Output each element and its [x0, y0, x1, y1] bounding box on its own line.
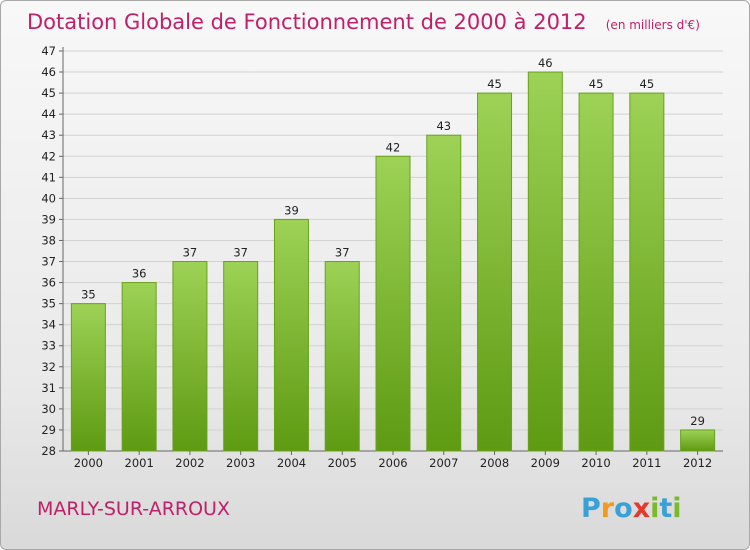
bar: [375, 155, 411, 452]
proxiti-logo: Proxiti: [581, 493, 682, 524]
chart-title: Dotation Globale de Fonctionnement de 20…: [27, 10, 587, 34]
y-tick-label: 28: [41, 444, 56, 458]
bar: [70, 303, 106, 452]
bar-value-label: 45: [487, 77, 502, 91]
bar-value-label: 42: [386, 140, 401, 154]
y-tick-label: 38: [41, 233, 56, 247]
y-tick-label: 40: [41, 191, 56, 205]
chart-unit: (en milliers d'€): [606, 18, 700, 32]
y-tick-label: 30: [41, 402, 56, 416]
bar-value-label: 37: [233, 246, 248, 260]
logo-letter: P: [581, 493, 601, 524]
x-tick-label: 2004: [277, 456, 306, 470]
chart-title-wrapper: Dotation Globale de Fonctionnement de 20…: [27, 10, 700, 34]
y-tick-label: 33: [41, 339, 56, 353]
bar: [121, 282, 157, 452]
y-tick-label: 36: [41, 276, 56, 290]
bar-value-label: 37: [335, 246, 350, 260]
x-tick-label: 2011: [632, 456, 661, 470]
bar-value-label: 37: [183, 246, 198, 260]
logo-letter: i: [672, 493, 681, 524]
bar-value-label: 45: [589, 77, 604, 91]
plot-area: 28 29 30 31 32 33 34 35 36 37 38 39 40 41 42 43 44 45 46 47…: [41, 44, 723, 470]
bar: [477, 92, 513, 452]
logo-letter: r: [601, 493, 615, 524]
x-tick-label: 2001: [125, 456, 154, 470]
y-tick-label: 46: [41, 65, 56, 79]
y-tick-label: 39: [41, 212, 56, 226]
x-tick-label: 2002: [175, 456, 204, 470]
bar: [629, 92, 665, 452]
bar: [223, 261, 259, 452]
logo-letter: o: [614, 493, 633, 524]
bar-value-label: 36: [132, 267, 147, 281]
logo-letter: i: [650, 493, 659, 524]
y-tick-label: 35: [41, 297, 56, 311]
x-tick-label: 2006: [378, 456, 407, 470]
x-tick-label: 2008: [480, 456, 509, 470]
bar-value-label: 43: [436, 119, 451, 133]
y-tick-label: 34: [41, 318, 56, 332]
y-tick-label: 45: [41, 86, 56, 100]
bar: [527, 71, 563, 452]
y-tick-label: 43: [41, 128, 56, 142]
y-tick-label: 41: [41, 170, 56, 184]
logo-letter: x: [633, 493, 650, 524]
bar-value-label: 35: [81, 288, 96, 302]
y-tick-label: 29: [41, 423, 56, 437]
x-tick-label: 2012: [683, 456, 712, 470]
bar: [680, 429, 716, 452]
y-tick-label: 42: [41, 149, 56, 163]
y-tick-label: 31: [41, 381, 56, 395]
bar: [324, 261, 360, 452]
y-tick-label: 44: [41, 107, 56, 121]
x-tick-label: 2005: [328, 456, 357, 470]
x-tick-label: 2000: [74, 456, 103, 470]
logo-letter: t: [659, 493, 672, 524]
bar-value-label: 29: [690, 414, 705, 428]
x-tick-label: 2010: [581, 456, 610, 470]
bar: [172, 261, 208, 452]
x-tick-label: 2009: [531, 456, 560, 470]
x-tick-label: 2007: [429, 456, 458, 470]
commune-name: MARLY-SUR-ARROUX: [37, 498, 230, 520]
y-tick-label: 47: [41, 44, 56, 58]
bar-value-label: 46: [538, 56, 553, 70]
x-tick-label: 2003: [226, 456, 255, 470]
bar: [426, 134, 462, 452]
bar-value-label: 39: [284, 203, 299, 217]
bar: [273, 218, 309, 452]
bar: [578, 92, 614, 452]
bar-value-label: 45: [640, 77, 655, 91]
y-tick-label: 37: [41, 255, 56, 269]
y-tick-label: 32: [41, 360, 56, 374]
